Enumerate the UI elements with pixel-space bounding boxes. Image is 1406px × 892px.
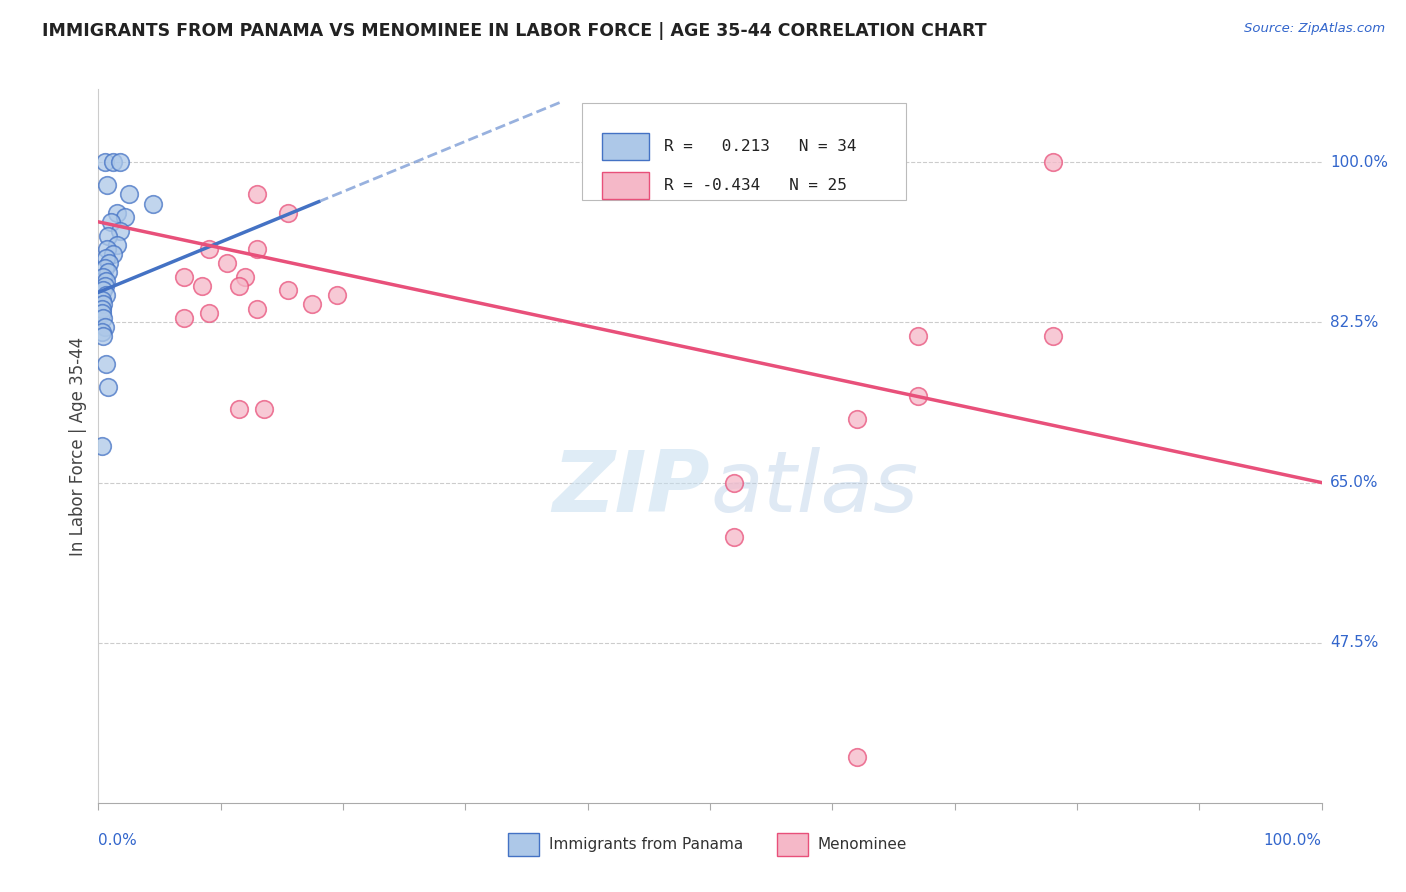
Bar: [508, 833, 538, 856]
Point: [110, 155, 132, 169]
Point: [91, 329, 114, 343]
Point: [94, 288, 117, 302]
Point: [93, 279, 115, 293]
FancyBboxPatch shape: [582, 103, 905, 200]
Text: 65.0%: 65.0%: [1330, 475, 1378, 490]
Point: [96, 242, 118, 256]
Text: Immigrants from Panama: Immigrants from Panama: [548, 838, 742, 853]
Point: [105, 237, 128, 252]
Point: [91, 325, 114, 339]
Y-axis label: In Labor Force | Age 35-44: In Labor Force | Age 35-44: [69, 336, 87, 556]
Text: ZIP: ZIP: [553, 447, 710, 531]
Bar: [778, 833, 808, 856]
Point: [907, 389, 929, 403]
Text: R =   0.213   N = 34: R = 0.213 N = 34: [664, 139, 856, 153]
Point: [233, 269, 256, 284]
Point: [246, 301, 269, 316]
Point: [98, 256, 121, 270]
Text: Menominee: Menominee: [818, 838, 907, 853]
Text: IMMIGRANTS FROM PANAMA VS MENOMINEE IN LABOR FORCE | AGE 35-44 CORRELATION CHART: IMMIGRANTS FROM PANAMA VS MENOMINEE IN L…: [42, 22, 987, 40]
Point: [142, 196, 165, 211]
Point: [93, 260, 115, 275]
Point: [118, 187, 141, 202]
Point: [1042, 155, 1064, 169]
Point: [91, 269, 114, 284]
Point: [101, 155, 124, 169]
Point: [91, 293, 114, 307]
Text: 47.5%: 47.5%: [1330, 635, 1378, 650]
Point: [246, 187, 269, 202]
Point: [723, 531, 745, 545]
Bar: [602, 133, 648, 160]
Text: atlas: atlas: [710, 447, 918, 531]
Text: 0.0%: 0.0%: [98, 833, 138, 848]
Text: Source: ZipAtlas.com: Source: ZipAtlas.com: [1244, 22, 1385, 36]
Point: [845, 750, 868, 764]
Point: [1042, 329, 1064, 343]
Point: [105, 205, 128, 219]
Point: [197, 306, 219, 320]
Point: [97, 265, 120, 279]
Point: [277, 284, 299, 298]
Point: [101, 247, 124, 261]
Point: [91, 284, 114, 298]
Point: [215, 256, 238, 270]
Point: [91, 306, 114, 320]
Point: [91, 439, 114, 453]
Point: [100, 215, 122, 229]
Point: [97, 228, 120, 243]
Point: [110, 224, 132, 238]
Point: [246, 242, 269, 256]
Point: [97, 379, 120, 393]
Point: [723, 475, 745, 490]
Point: [173, 269, 195, 284]
Point: [173, 310, 195, 325]
Point: [91, 310, 114, 325]
Text: 100.0%: 100.0%: [1330, 155, 1388, 169]
Point: [94, 357, 117, 371]
Point: [197, 242, 219, 256]
Point: [252, 402, 274, 417]
Point: [114, 211, 136, 225]
Point: [191, 279, 214, 293]
Text: R = -0.434   N = 25: R = -0.434 N = 25: [664, 178, 846, 193]
Point: [228, 402, 250, 417]
Point: [326, 288, 349, 302]
Point: [301, 297, 323, 311]
Point: [96, 178, 118, 193]
Point: [93, 155, 115, 169]
Point: [91, 297, 114, 311]
Text: 82.5%: 82.5%: [1330, 315, 1378, 330]
Point: [845, 411, 868, 425]
Bar: [602, 172, 648, 199]
Point: [91, 301, 114, 316]
Point: [907, 329, 929, 343]
Point: [94, 252, 117, 266]
Point: [277, 205, 299, 219]
Point: [228, 279, 250, 293]
Point: [94, 274, 117, 288]
Point: [93, 320, 115, 334]
Text: 100.0%: 100.0%: [1264, 833, 1322, 848]
